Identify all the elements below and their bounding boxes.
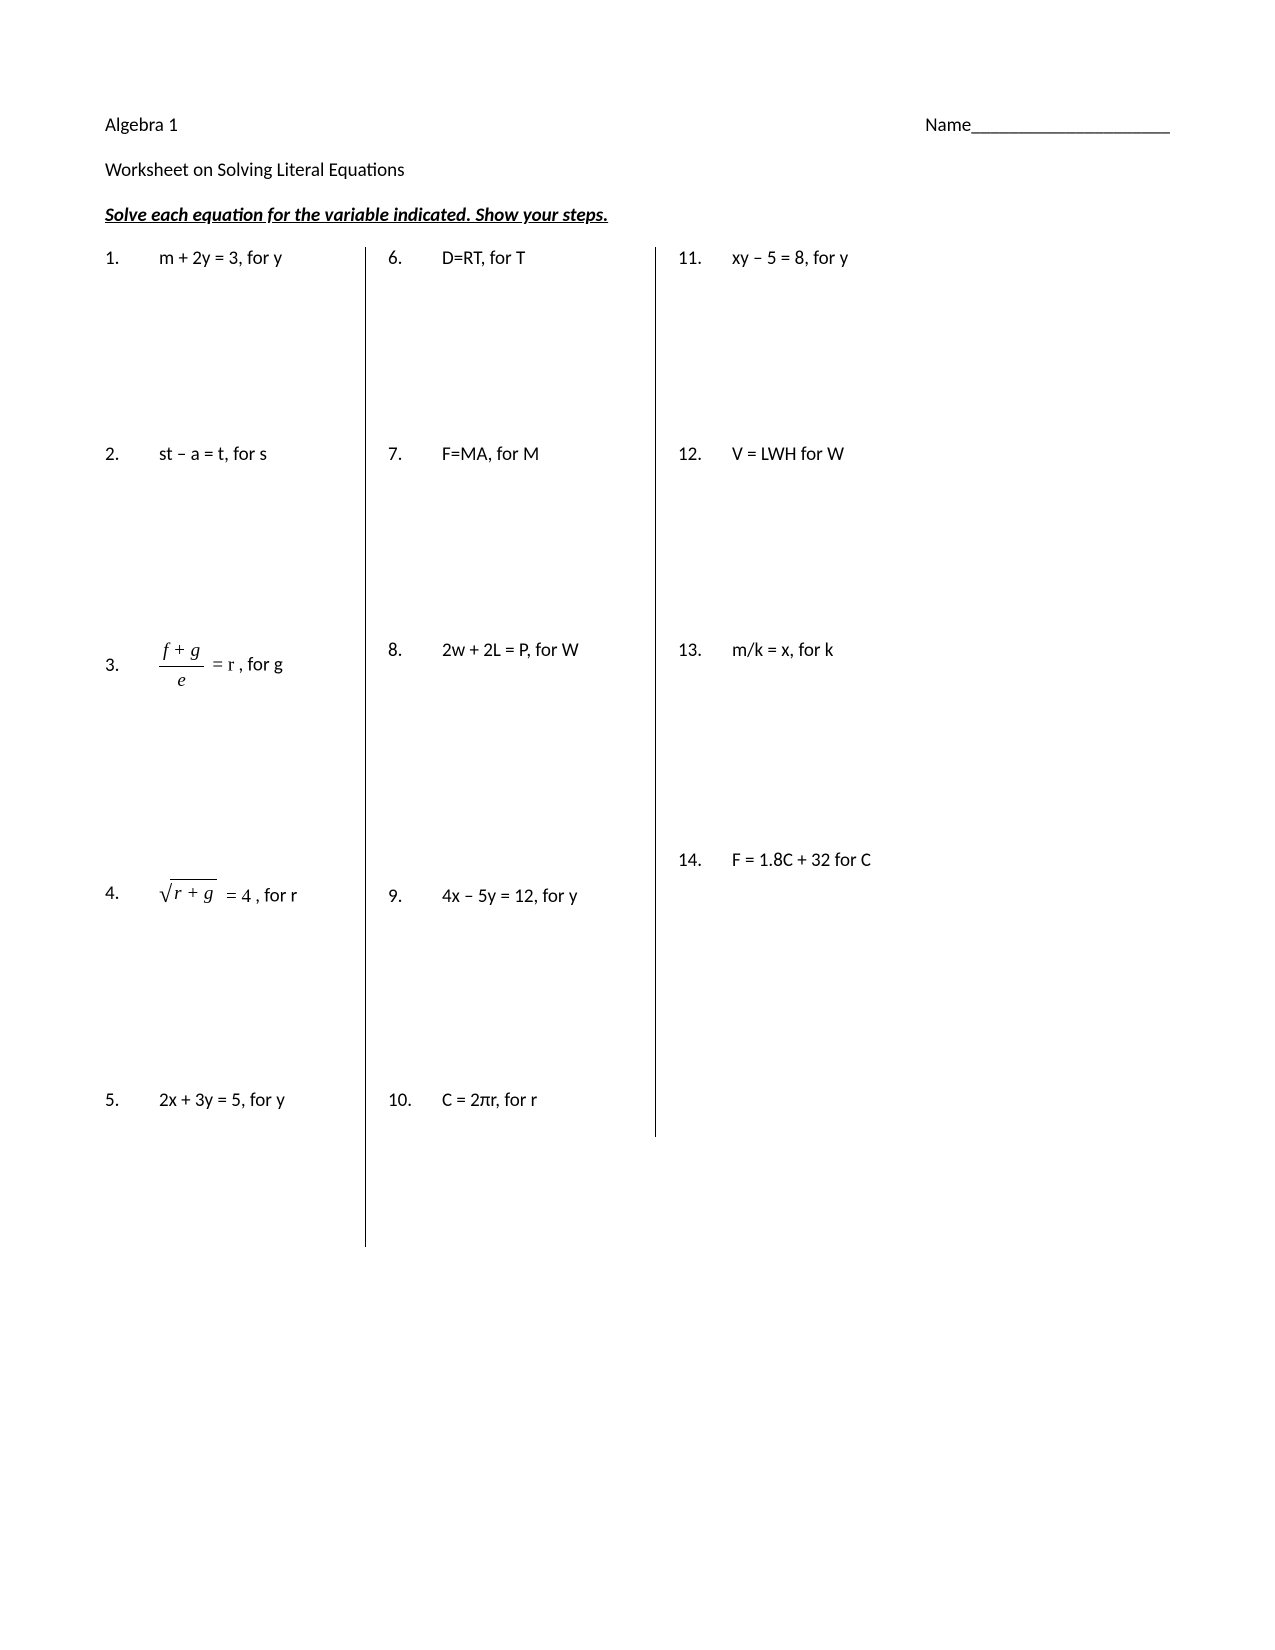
problem-equation: st – a = t, for s: [159, 443, 267, 468]
fraction-equals: = r: [212, 655, 234, 676]
problem: 14. F = 1.8C + 32 for C: [678, 849, 871, 874]
instructions-text: Solve each equation for the variable ind…: [105, 204, 1170, 227]
problem-number: 10.: [388, 1089, 412, 1114]
problem-equation: 2x + 3y = 5, for y: [159, 1089, 285, 1114]
fraction-denominator: e: [159, 667, 204, 694]
problem-number: 4.: [105, 882, 129, 907]
name-blank-line: _____________________: [971, 114, 1170, 137]
problem: 7. F=MA, for M: [388, 443, 539, 468]
problem-equation: f + g e = r , for g: [159, 639, 283, 693]
problem: 9. 4x – 5y = 12, for y: [388, 885, 577, 910]
problem: 1. m + 2y = 3, for y: [105, 247, 282, 272]
problem-number: 8.: [388, 639, 412, 664]
problem-equation: V = LWH for W: [732, 443, 844, 468]
fraction: f + g e: [159, 639, 204, 693]
sqrt-radicand: r + g: [170, 879, 217, 907]
problem-equation: 2w + 2L = P, for W: [442, 639, 579, 664]
problem: 11. xy – 5 = 8, for y: [678, 247, 848, 272]
problem-number: 9.: [388, 885, 412, 910]
problem: 6. D=RT, for T: [388, 247, 525, 272]
problem-equation: F = 1.8C + 32 for C: [732, 849, 871, 874]
problem-number: 3.: [105, 654, 129, 679]
problem-number: 1.: [105, 247, 129, 272]
problem: 12. V = LWH for W: [678, 443, 844, 468]
problem-number: 5.: [105, 1089, 129, 1114]
column-3: 11. xy – 5 = 8, for y 12. V = LWH for W …: [655, 247, 945, 1137]
problem-suffix: , for r: [251, 885, 297, 908]
problem-equation: m + 2y = 3, for y: [159, 247, 282, 272]
problems-columns: 1. m + 2y = 3, for y 2. st – a = t, for …: [105, 247, 1170, 1247]
problem-number: 2.: [105, 443, 129, 468]
problem-number: 7.: [388, 443, 412, 468]
problem-number: 6.: [388, 247, 412, 272]
problem-equation: F=MA, for M: [442, 443, 539, 468]
problem: 2. st – a = t, for s: [105, 443, 267, 468]
course-label: Algebra 1: [105, 114, 178, 137]
problem-suffix: , for g: [234, 654, 283, 677]
fraction-numerator: f + g: [159, 639, 204, 667]
problem: 10. C = 2πr, for r: [388, 1089, 537, 1114]
problem-equation: 4x – 5y = 12, for y: [442, 885, 577, 910]
problem-equation: m/k = x, for k: [732, 639, 833, 664]
column-2: 6. D=RT, for T 7. F=MA, for M 8. 2w + 2L…: [365, 247, 655, 1247]
problem-number: 13.: [678, 639, 702, 664]
problem: 8. 2w + 2L = P, for W: [388, 639, 579, 664]
problem-number: 14.: [678, 849, 702, 874]
problem-equation: √ r + g = 4 , for r: [159, 879, 297, 909]
problem: 4. √ r + g = 4 , for r: [105, 879, 297, 909]
worksheet-page: Algebra 1 Name_____________________ Work…: [0, 0, 1275, 1650]
problem-number: 11.: [678, 247, 702, 272]
problem: 3. f + g e = r , for g: [105, 639, 283, 693]
problem: 5. 2x + 3y = 5, for y: [105, 1089, 285, 1114]
problem-equation: C = 2πr, for r: [442, 1089, 537, 1114]
name-label: Name: [925, 114, 971, 137]
sqrt: √ r + g: [159, 879, 217, 907]
header-row: Algebra 1 Name_____________________: [105, 114, 1170, 137]
sqrt-equals: = 4: [222, 885, 251, 908]
problem-equation: xy – 5 = 8, for y: [732, 247, 848, 272]
column-1: 1. m + 2y = 3, for y 2. st – a = t, for …: [105, 247, 365, 1167]
problem: 13. m/k = x, for k: [678, 639, 833, 664]
worksheet-title: Worksheet on Solving Literal Equations: [105, 159, 1170, 182]
problem-equation: D=RT, for T: [442, 247, 525, 272]
problem-number: 12.: [678, 443, 702, 468]
name-field: Name_____________________: [925, 114, 1170, 137]
